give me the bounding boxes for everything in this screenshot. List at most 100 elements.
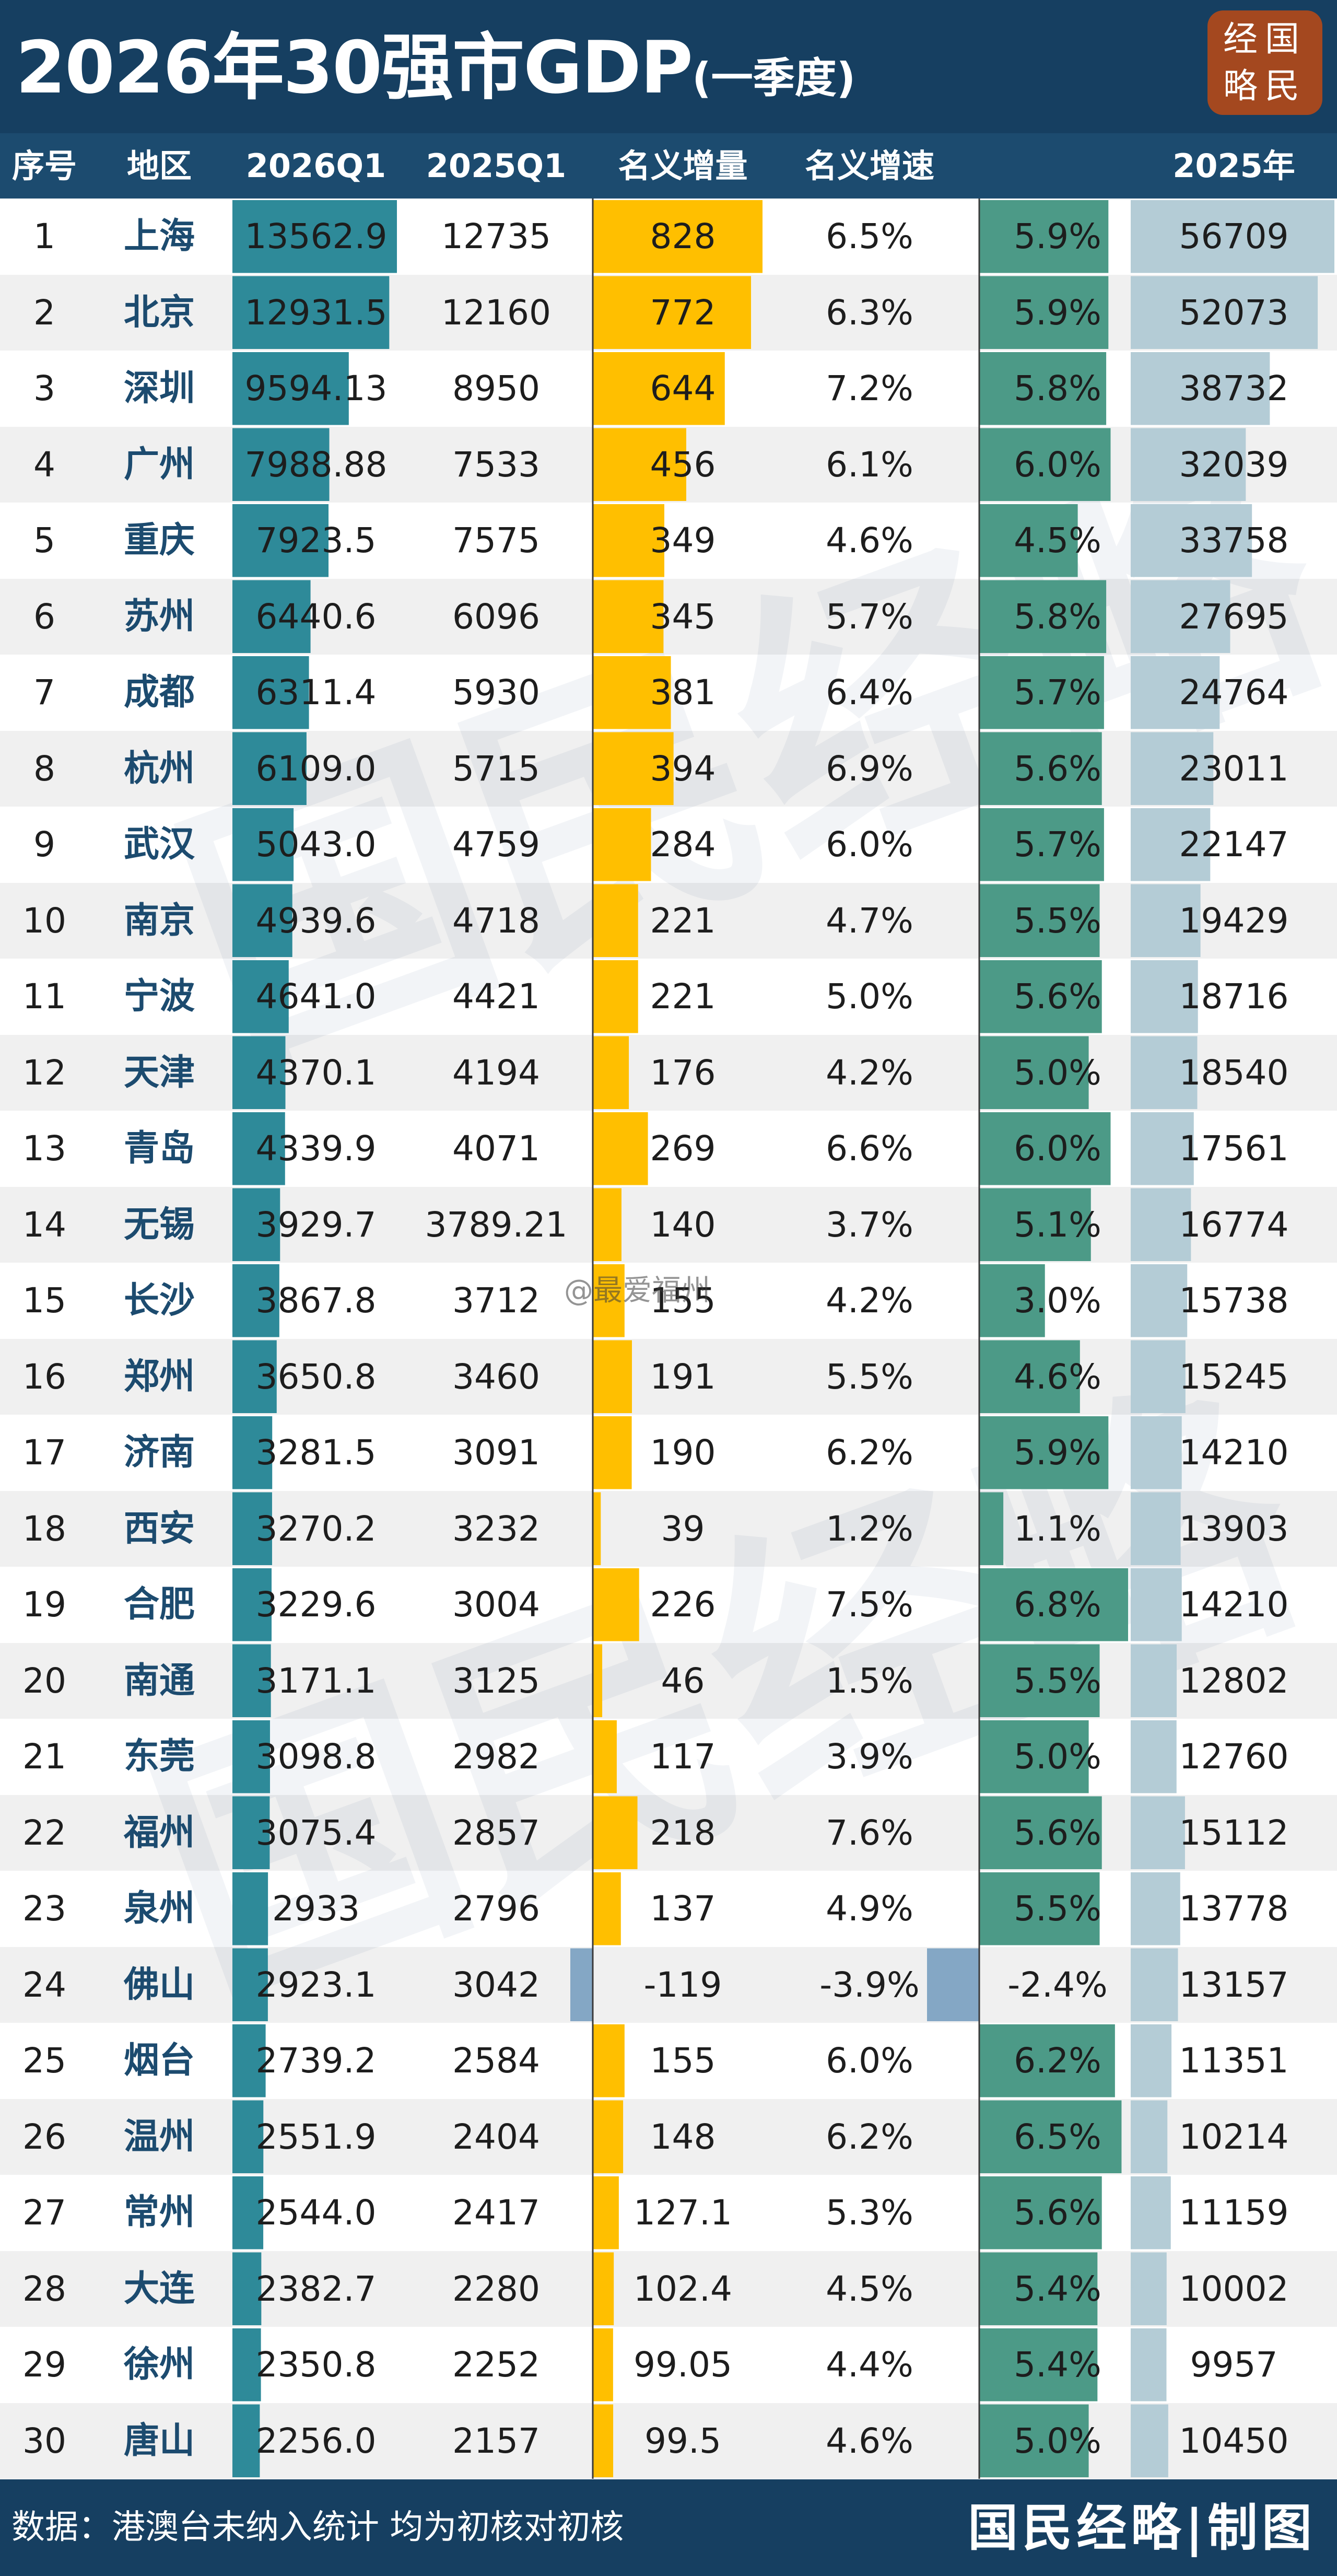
bar-2026q1	[232, 884, 292, 957]
bar-real-growth	[979, 2176, 1102, 2249]
cell-city: 武汉	[123, 824, 195, 865]
logo-line-1: 经国	[1223, 19, 1307, 59]
cell-nominal-growth: 1.2%	[826, 1508, 913, 1549]
cell-city: 唐山	[123, 2420, 195, 2462]
bar-2025-full-year	[1131, 1036, 1198, 1109]
cell-2025q1: 7575	[452, 520, 540, 561]
cell-2025-full-year: 12760	[1179, 1736, 1289, 1777]
cell-2026q1: 4641.0	[255, 976, 377, 1017]
cell-nominal-growth: 4.9%	[826, 1889, 913, 1929]
cell-2025q1: 3712	[452, 1280, 540, 1321]
bar-2025-full-year	[1131, 428, 1246, 501]
cell-2025q1: 2252	[452, 2345, 540, 2385]
cell-2026q1: 6311.4	[255, 672, 377, 713]
cell-2025q1: 3232	[452, 1508, 540, 1549]
bar-2026q1	[232, 428, 330, 501]
title-bar: 2026年30强市GDP(一季度) 经国 略民	[0, 0, 1337, 133]
cell-city: 杭州	[123, 748, 195, 789]
cell-2025-full-year: 10214	[1179, 2116, 1289, 2157]
cell-city: 北京	[123, 292, 195, 333]
cell-rank: 5	[33, 520, 55, 561]
cell-rank: 18	[22, 1508, 66, 1549]
bar-nominal-increase	[593, 1720, 617, 1793]
cell-real-growth: 5.6%	[1014, 976, 1101, 1017]
cell-2025q1: 2584	[452, 2041, 540, 2081]
cell-2025q1: 5930	[452, 672, 540, 713]
cell-2025q1: 3125	[452, 1660, 540, 1701]
cell-city: 西安	[123, 1508, 195, 1549]
cell-2025q1: 8950	[452, 368, 540, 409]
cell-real-growth: 6.8%	[1014, 1584, 1101, 1625]
cell-rank: 23	[22, 1889, 66, 1929]
cell-city: 上海	[123, 216, 195, 257]
cell-nominal-increase: 137	[650, 1889, 716, 1929]
bar-nominal-increase	[593, 960, 638, 1033]
column-header-row: 序号 地区 2026Q1 2025Q1 名义增量 名义增速 2025年	[0, 133, 1337, 199]
cell-2025q1: 4718	[452, 900, 540, 941]
cell-2025-full-year: 18716	[1179, 976, 1289, 1017]
bar-real-growth	[979, 504, 1078, 577]
cell-rank: 10	[22, 900, 66, 941]
cell-city: 南通	[123, 1660, 195, 1701]
bar-2025-full-year	[1131, 732, 1214, 805]
row-stripe	[0, 2403, 1337, 2479]
bar-nominal-increase-negative	[570, 1948, 593, 2021]
cell-2025-full-year: 10002	[1179, 2268, 1289, 2309]
bar-real-growth-negative	[927, 1948, 979, 2021]
page-title: 2026年30强市GDP(一季度)	[16, 21, 855, 115]
bar-2025-full-year	[1131, 1188, 1191, 1261]
header-rank: 序号	[11, 147, 77, 185]
cell-rank: 3	[33, 368, 55, 409]
cell-2025q1: 2280	[452, 2268, 540, 2309]
cell-2025-full-year: 14210	[1179, 1432, 1289, 1473]
cell-2025-full-year: 13778	[1179, 1889, 1289, 1929]
bar-nominal-increase	[593, 276, 752, 349]
cell-nominal-increase: 381	[650, 672, 716, 713]
row-stripe	[0, 1338, 1337, 1415]
bar-2026q1	[232, 580, 311, 653]
cell-nominal-increase: 221	[650, 976, 716, 1017]
cell-2026q1: 2544.0	[255, 2193, 377, 2233]
bar-2025-full-year	[1131, 1112, 1194, 1185]
cell-2026q1: 3867.8	[255, 1280, 377, 1321]
row-stripe	[0, 1946, 1337, 2023]
cell-nominal-increase: 221	[650, 900, 716, 941]
footer-brand: 国民经略|制图	[968, 2498, 1316, 2557]
row-stripe	[0, 1186, 1337, 1263]
header-nominal-increase: 名义增量	[618, 147, 748, 185]
bar-2026q1	[232, 200, 397, 273]
bar-2026q1	[232, 504, 329, 577]
cell-2026q1: 2933	[272, 1889, 360, 1929]
cell-real-growth: 5.5%	[1014, 900, 1101, 941]
bar-2026q1	[232, 960, 289, 1033]
cell-nominal-increase: 155	[650, 2041, 716, 2081]
bar-2026q1	[232, 1568, 272, 1641]
cell-nominal-growth: 4.2%	[826, 1052, 913, 1093]
cell-2026q1: 2382.7	[255, 2268, 377, 2309]
cell-rank: 29	[22, 2345, 66, 2385]
cell-nominal-increase: 269	[650, 1128, 716, 1169]
cell-city: 东莞	[123, 1736, 195, 1777]
cell-nominal-increase: 99.5	[644, 2420, 721, 2461]
cell-rank: 15	[22, 1280, 66, 1321]
cell-2026q1: 3270.2	[255, 1508, 377, 1549]
bar-nominal-increase	[593, 352, 725, 425]
bar-2025-full-year	[1131, 2024, 1172, 2097]
cell-rank: 22	[22, 1812, 66, 1853]
cell-city: 泉州	[123, 1888, 195, 1929]
cell-2026q1: 3229.6	[255, 1584, 377, 1625]
cell-2026q1: 12931.5	[244, 292, 388, 333]
cell-nominal-increase: 46	[661, 1660, 705, 1701]
cell-nominal-increase: 155	[650, 1280, 716, 1321]
cell-2026q1: 3281.5	[255, 1432, 377, 1473]
cell-2025-full-year: 15738	[1179, 1280, 1289, 1321]
cell-rank: 13	[22, 1128, 66, 1169]
cell-2025q1: 4071	[452, 1128, 540, 1169]
bar-2025-full-year	[1131, 1872, 1180, 1945]
cell-real-growth: 5.9%	[1014, 1432, 1101, 1473]
title-main: 2026年30强市GDP	[16, 26, 693, 110]
cell-real-growth: 5.6%	[1014, 2193, 1101, 2233]
cell-nominal-growth: 6.4%	[826, 672, 913, 713]
cell-nominal-increase: 102.4	[634, 2268, 732, 2309]
bar-nominal-increase	[593, 200, 763, 273]
